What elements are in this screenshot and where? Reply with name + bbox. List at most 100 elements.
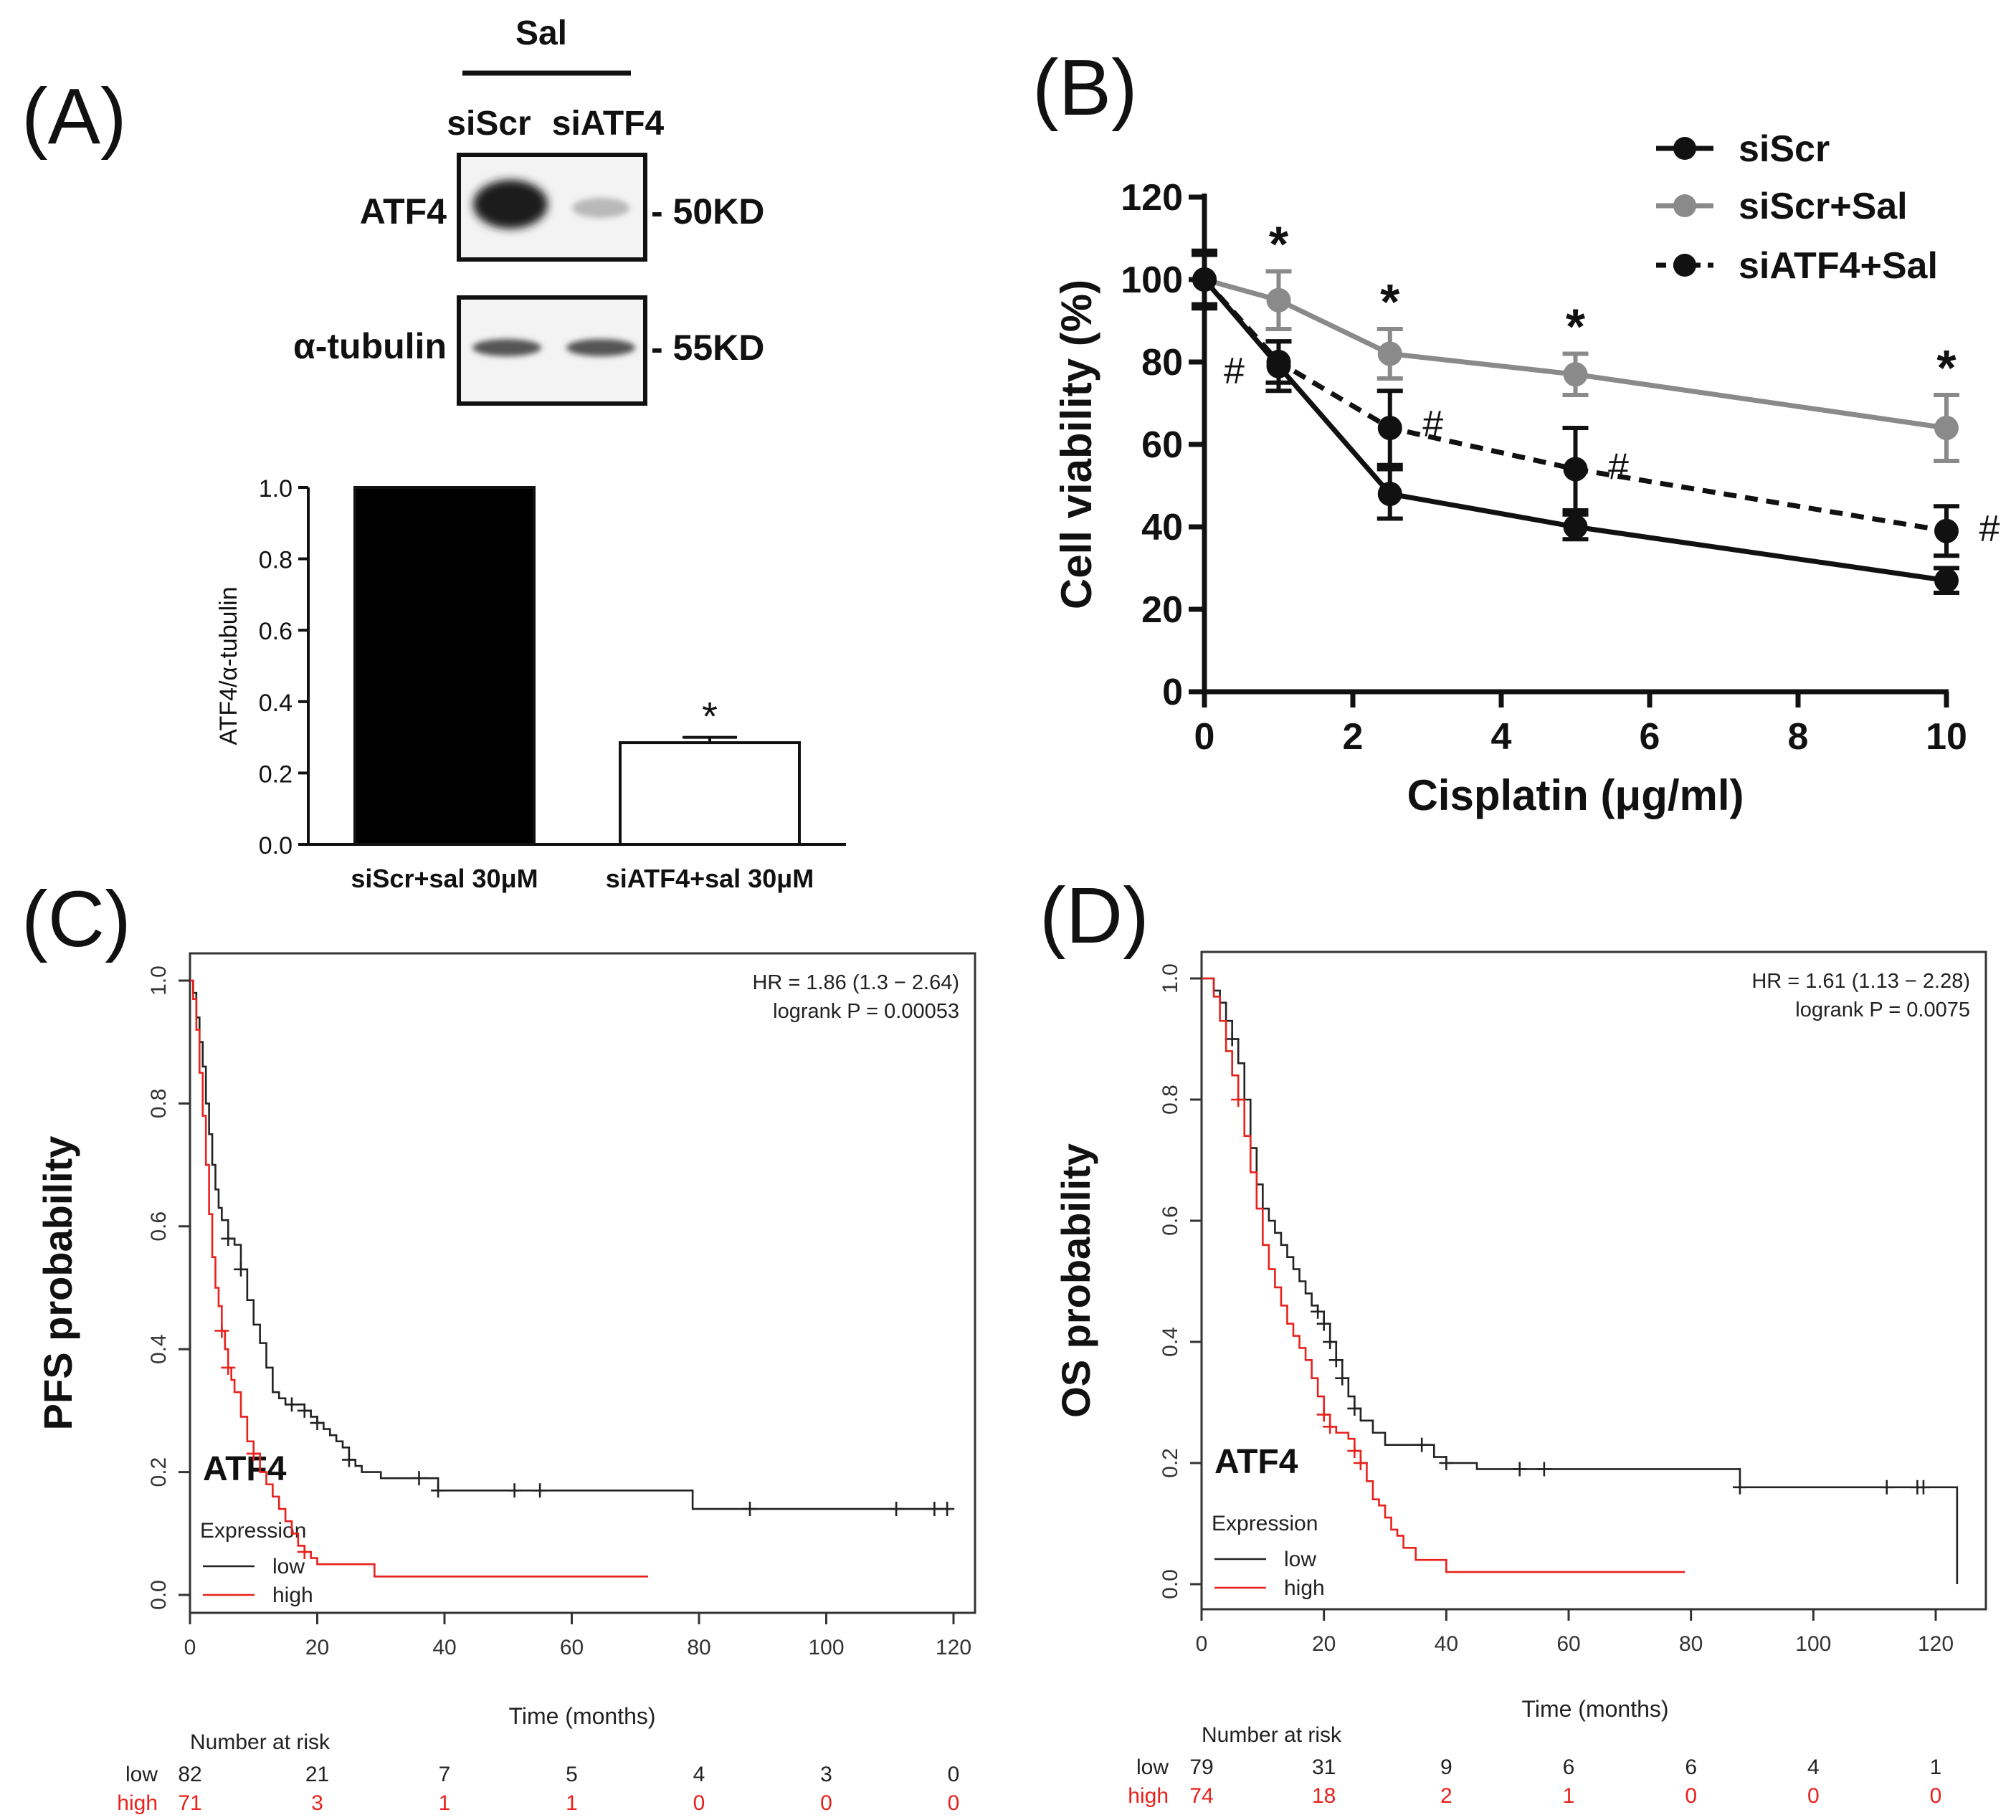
chart-b-line: 0 20 40 60 80 100 120 0 2 4 6 8 10 Cisplatin (μg/ml) C…	[1052, 128, 2000, 819]
panel-b-letter: (B)	[1032, 44, 1138, 132]
censor-mark-low	[1311, 1304, 1326, 1319]
lane-label-siscr: siScr	[447, 105, 531, 143]
risk-count-low: 4	[1807, 1755, 1820, 1779]
y-tick-label: 0.2	[147, 1457, 171, 1487]
band-tubulin-siscr	[472, 339, 541, 356]
censor-mark-high	[297, 1545, 312, 1560]
size-label-55kd: - 55KD	[651, 328, 764, 368]
point-siscr	[1192, 267, 1217, 292]
x-tick-label: 10	[1926, 716, 1967, 758]
point-siatf4-sal	[1934, 518, 1959, 543]
x-tick-label: 4	[1491, 716, 1512, 758]
risk-count-low: 82	[178, 1763, 201, 1786]
bar-siatf4-sal-30-m	[619, 741, 801, 846]
censor-mark-high	[1231, 1092, 1246, 1107]
y-tick-label: 0.6	[259, 618, 293, 645]
y-tick-label: 0	[1162, 672, 1183, 713]
km-curve-low	[190, 979, 948, 1510]
censor-mark-low	[341, 1452, 356, 1467]
censor-mark-high	[246, 1446, 261, 1461]
risk-count-high: 1	[439, 1791, 451, 1815]
y-tick-label: 40	[1141, 507, 1183, 548]
y-tick-label: 60	[1141, 424, 1183, 466]
risk-count-high: 0	[1930, 1784, 1942, 1808]
band-tubulin-siatf4	[566, 339, 635, 356]
legend-marker-siscr	[1673, 137, 1696, 160]
x-axis-label: Time (months)	[508, 1703, 655, 1729]
y-tick-label: 0.0	[147, 1580, 171, 1610]
legend-label-high: high	[272, 1583, 313, 1607]
censor-mark-low	[221, 1231, 236, 1246]
x-tick-label: 40	[1435, 1632, 1458, 1656]
censor-mark-low	[310, 1416, 325, 1431]
censor-mark-low	[234, 1262, 248, 1277]
panel-c-letter: (C)	[22, 875, 131, 963]
censor-mark-low	[285, 1397, 299, 1412]
legend-label-siscr-sal: siScr+Sal	[1739, 186, 1908, 227]
significance-hash: #	[1224, 351, 1245, 392]
point-siscr	[1377, 482, 1402, 506]
y-tick-label: 0.8	[259, 547, 293, 574]
risk-count-low: 3	[820, 1763, 832, 1786]
blot-tubulin: α-tubulin - 55KD	[293, 295, 764, 406]
censor-mark-high	[221, 1360, 236, 1375]
legend-title: Expression	[1212, 1512, 1318, 1535]
legend-marker-siscr-sal	[1673, 194, 1696, 217]
x-tick-label: 2	[1343, 716, 1364, 758]
censor-mark-low	[1225, 1032, 1240, 1047]
censor-mark-high	[1323, 1419, 1338, 1434]
x-tick-label: siATF4+sal 30μM	[606, 864, 814, 893]
y-tick-label: 0.0	[259, 832, 293, 859]
x-tick-label: 80	[1679, 1632, 1703, 1656]
x-tick-label: 100	[808, 1636, 844, 1659]
legend-title: Expression	[200, 1519, 306, 1543]
risk-count-high: 0	[948, 1791, 960, 1815]
point-siatf4-sal	[1563, 457, 1588, 482]
y-tick-label: 0.4	[1159, 1327, 1182, 1357]
significance-mark: *	[702, 694, 718, 739]
legend-label-siscr: siScr	[1739, 128, 1830, 170]
risk-count-high: 0	[1807, 1784, 1820, 1808]
y-tick-label: 1.0	[259, 475, 293, 502]
risk-count-low: 31	[1312, 1755, 1336, 1779]
risk-count-high: 0	[820, 1791, 832, 1815]
y-tick-label: 0.0	[1159, 1569, 1182, 1599]
y-tick-label: 1.0	[147, 966, 171, 996]
risk-count-high: 71	[178, 1791, 201, 1815]
x-axis-label: Cisplatin (μg/ml)	[1407, 771, 1744, 819]
point-siscr	[1934, 568, 1959, 593]
censor-mark-high	[1316, 1407, 1331, 1422]
risk-count-low: 6	[1563, 1755, 1575, 1779]
risk-row-label-low: low	[1136, 1755, 1169, 1779]
legend-label-low: low	[1284, 1548, 1316, 1571]
x-tick-label: siScr+sal 30μM	[351, 864, 538, 893]
y-tick-label: 0.2	[259, 761, 293, 788]
point-siscr	[1563, 515, 1588, 539]
risk-count-high: 74	[1189, 1784, 1213, 1808]
y-tick-label: 0.6	[1159, 1206, 1182, 1236]
point-siscr-sal	[1934, 416, 1959, 440]
risk-count-high: 0	[693, 1791, 705, 1815]
censor-mark-low	[431, 1483, 446, 1498]
censor-mark-low	[1439, 1456, 1454, 1470]
point-siscr	[1266, 353, 1291, 378]
risk-count-low: 4	[693, 1763, 705, 1786]
point-siscr-sal	[1266, 287, 1291, 313]
legend-label-high: high	[1284, 1576, 1325, 1600]
censor-mark-high	[1353, 1456, 1368, 1470]
km-curve-high	[1202, 977, 1685, 1573]
risk-count-low: 21	[305, 1763, 329, 1786]
risk-count-low: 7	[439, 1763, 451, 1786]
protein-label-atf4: ATF4	[360, 191, 447, 232]
point-siscr-sal	[1377, 341, 1402, 366]
x-tick-label: 40	[432, 1636, 456, 1659]
x-tick-label: 6	[1640, 716, 1660, 758]
risk-count-high: 3	[311, 1791, 323, 1815]
significance-star: *	[1936, 340, 1956, 396]
censor-mark-low	[1323, 1335, 1338, 1349]
km-curve-low	[1202, 977, 1959, 1584]
x-tick-label: 0	[1194, 716, 1215, 758]
logrank-p-text: logrank P = 0.00053	[773, 1000, 959, 1023]
